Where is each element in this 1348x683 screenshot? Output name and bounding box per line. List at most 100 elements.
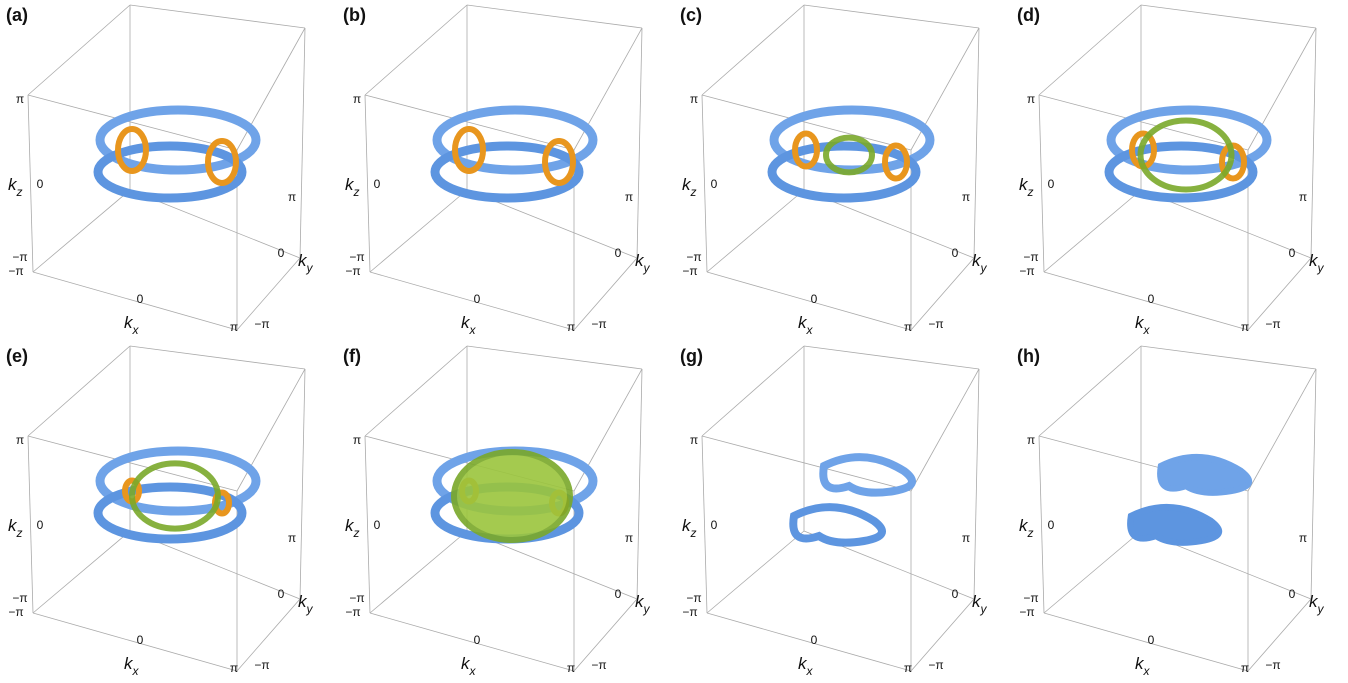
tick-label: −π (1019, 605, 1034, 619)
tick-label: −π (8, 605, 23, 619)
axis-label: ky (1309, 251, 1325, 275)
axis-subscript: y (306, 602, 314, 616)
axis-label: kz (682, 175, 697, 199)
blue-blob (823, 457, 912, 493)
tick-label: −π (682, 264, 697, 278)
tick-label: 0 (1148, 292, 1155, 306)
box-edge (467, 346, 642, 369)
box-edge (300, 369, 305, 599)
box-edge (370, 272, 574, 330)
tick-label: −π (349, 250, 364, 264)
tick-label: π (567, 661, 575, 675)
tick-label: π (904, 320, 912, 334)
axis-label: kz (8, 516, 23, 540)
axis-subscript: z (690, 185, 697, 199)
box-edge (1248, 369, 1316, 491)
tick-label: 0 (1148, 633, 1155, 647)
tick-label: 0 (1048, 518, 1055, 532)
tick-label: −π (928, 317, 943, 331)
axis-label: kx (798, 313, 814, 337)
axis-label: kx (124, 654, 140, 678)
axis-subscript: x (1143, 664, 1151, 678)
tick-label: 0 (1048, 177, 1055, 191)
axis-subscript: y (980, 261, 988, 275)
tick-label: π (1027, 433, 1035, 447)
green-surface (132, 463, 218, 528)
tick-label: π (1241, 320, 1249, 334)
panel: (h)π0−π−π0π−π0πkzkxky (1017, 346, 1325, 678)
tick-label: −π (12, 250, 27, 264)
tick-label: π (962, 190, 970, 204)
figure: (a)π0−π−π0π−π0πkzkxky(b)π0−π−π0π−π0πkzkx… (0, 0, 1348, 683)
box-edge (702, 95, 707, 272)
tick-label: 0 (1289, 246, 1296, 260)
tick-label: π (625, 531, 633, 545)
tick-label: −π (345, 605, 360, 619)
axis-subscript: z (353, 185, 360, 199)
tick-label: π (288, 531, 296, 545)
box-edge (33, 613, 237, 671)
axis-subscript: x (132, 323, 140, 337)
tick-label: π (288, 190, 296, 204)
axis-label: ky (298, 251, 314, 275)
tick-label: 0 (952, 246, 959, 260)
tick-label: −π (1023, 250, 1038, 264)
box-edge (33, 531, 130, 613)
tick-label: 0 (137, 292, 144, 306)
tick-label: π (690, 433, 698, 447)
axis-label: kz (345, 516, 360, 540)
tick-label: π (16, 433, 24, 447)
tick-label: π (353, 92, 361, 106)
tick-label: 0 (37, 518, 44, 532)
axis-subscript: z (353, 526, 360, 540)
box-edge (707, 531, 804, 613)
tick-label: −π (345, 264, 360, 278)
tick-label: −π (1023, 591, 1038, 605)
box-edge (707, 190, 804, 272)
tick-label: 0 (952, 587, 959, 601)
tick-label: −π (254, 658, 269, 672)
tick-label: 0 (615, 587, 622, 601)
axis-subscript: x (806, 323, 814, 337)
axis-label: ky (1309, 592, 1325, 616)
blue-blob (793, 507, 882, 543)
axis-subscript: x (1143, 323, 1151, 337)
axis-subscript: z (1027, 185, 1034, 199)
box-edge (370, 531, 467, 613)
tick-label: π (353, 433, 361, 447)
box-edge (702, 346, 804, 436)
axis-subscript: x (132, 664, 140, 678)
panel-label: (h) (1017, 346, 1040, 366)
tick-label: −π (1265, 317, 1280, 331)
box-edge (365, 436, 370, 613)
box-edge (365, 95, 370, 272)
tick-label: −π (686, 250, 701, 264)
box-edge (1311, 369, 1316, 599)
tick-label: −π (1265, 658, 1280, 672)
axis-subscript: y (643, 261, 651, 275)
box-edge (1039, 5, 1141, 95)
tick-label: π (230, 320, 238, 334)
tick-label: π (1299, 190, 1307, 204)
tick-label: 0 (711, 177, 718, 191)
tick-label: 0 (811, 292, 818, 306)
box-edge (1039, 95, 1044, 272)
tick-label: −π (254, 317, 269, 331)
box-edge (370, 613, 574, 671)
box-edge (365, 5, 467, 95)
box-edge (1044, 190, 1141, 272)
tick-label: 0 (474, 292, 481, 306)
box-edge (1044, 272, 1248, 330)
panel-label: (b) (343, 5, 366, 25)
tick-label: 0 (474, 633, 481, 647)
tick-label: π (962, 531, 970, 545)
axis-label: ky (635, 592, 651, 616)
axis-label: kx (1135, 654, 1151, 678)
box-edge (1044, 613, 1248, 671)
box-edge (28, 5, 130, 95)
axis-label: ky (972, 251, 988, 275)
panel-label: (a) (6, 5, 28, 25)
